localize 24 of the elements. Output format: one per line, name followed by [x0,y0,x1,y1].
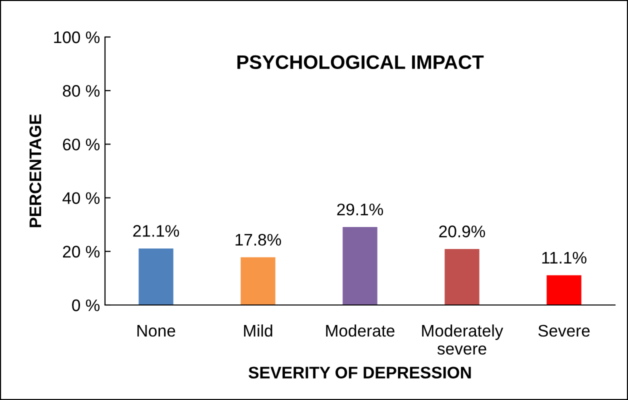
data-label: 29.1% [337,204,384,216]
bar [138,248,174,305]
bar [342,227,378,305]
bar [240,257,276,305]
x-tick-label: Moderate [326,324,394,337]
x-axis-title: SEVERITY OF DEPRESSION [248,366,471,379]
data-label: 20.9% [439,226,486,238]
data-label: 11.1% [542,252,586,264]
y-tick-label: 40 % [62,192,100,204]
bar [444,248,480,305]
y-tick-label: 20 % [62,246,100,258]
data-label: 21.1% [133,225,180,237]
y-tick-label: 100 % [54,31,100,44]
x-tick-label: Severe [538,324,590,337]
y-tick-label: 0 % [72,299,100,312]
y-tick-label: 80 % [62,85,100,97]
x-tick-label: Moderately severe [422,324,504,355]
y-axis-title: PERCENTAGE [29,114,42,228]
x-tick-label: Mild [244,324,272,337]
text: PSYCHOLOGICAL IMPACT [237,55,484,70]
bar [546,275,582,305]
data-label: 17.8% [236,234,282,246]
x-tick-label: None [137,325,176,337]
y-tick-label: 60 % [63,138,100,150]
